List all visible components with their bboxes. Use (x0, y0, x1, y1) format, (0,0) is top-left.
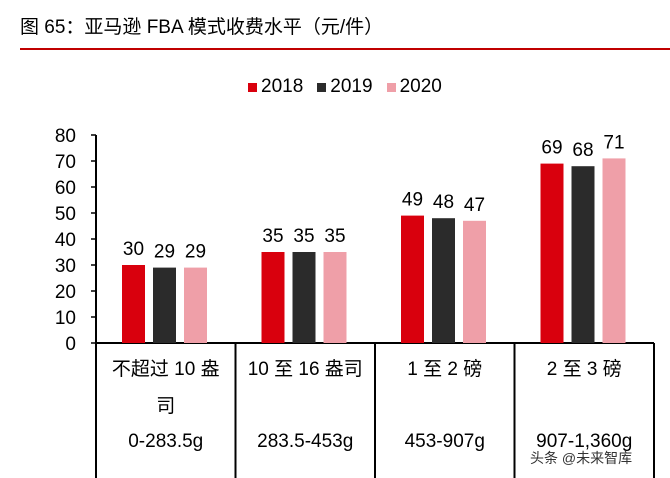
data-label: 30 (123, 239, 144, 260)
bar-2018 (261, 252, 285, 343)
data-label: 29 (185, 242, 206, 263)
bar-2020 (323, 252, 347, 343)
legend-item-2019: 2019 (317, 76, 373, 98)
bar-2020 (463, 220, 486, 343)
bar-2019 (432, 218, 455, 343)
y-tick-label: 0 (65, 334, 76, 355)
data-label: 35 (293, 226, 314, 247)
data-label: 68 (572, 140, 593, 161)
y-tick-label: 60 (55, 178, 76, 199)
legend-swatch (248, 82, 257, 92)
legend: 2018 2019 2020 (248, 76, 442, 98)
bar-2020 (184, 267, 207, 343)
y-tick-label: 30 (55, 256, 76, 277)
legend-label: 2019 (330, 76, 373, 97)
watermark: 头条 @未来智库 (530, 450, 633, 466)
bar-2019 (153, 267, 176, 343)
subcategory-label: 283.5-453g (257, 431, 353, 452)
category-label: 10 至 16 盎司 (248, 358, 363, 380)
y-tick-label: 70 (55, 152, 76, 173)
y-tick-label: 20 (55, 282, 76, 303)
y-tick-label: 50 (55, 204, 76, 225)
data-label: 71 (603, 132, 624, 153)
figure-title: 图 65：亚马逊 FBA 模式收费水平（元/件） (20, 17, 384, 38)
data-label: 35 (262, 226, 283, 247)
bar-2018 (401, 215, 424, 343)
bar-2019 (292, 252, 316, 343)
category-label: 不超过 10 盎 (112, 358, 220, 380)
data-label: 47 (464, 195, 485, 216)
subcategory-label: 0-283.5g (128, 431, 203, 452)
legend-swatch (317, 82, 327, 92)
y-tick-label: 10 (55, 308, 76, 329)
subcategory-label: 453-907g (405, 431, 485, 452)
legend-item-2018: 2018 (248, 76, 303, 98)
category-label: 1 至 2 磅 (407, 358, 482, 380)
bar-2019 (571, 166, 595, 343)
bar-2020 (602, 158, 626, 343)
data-label: 29 (154, 242, 175, 263)
category-label: 2 至 3 磅 (547, 358, 622, 380)
bar-2018 (540, 163, 564, 343)
legend-label: 2018 (261, 76, 304, 97)
legend-item-2020: 2020 (386, 76, 442, 98)
data-label: 35 (324, 226, 345, 247)
legend-label: 2020 (399, 76, 442, 97)
bar-2018 (122, 265, 145, 343)
data-label: 49 (402, 190, 423, 211)
category-label-cont: 司 (156, 396, 175, 417)
y-tick-label: 40 (55, 230, 76, 251)
legend-swatch (386, 82, 396, 92)
data-label: 69 (541, 138, 562, 159)
title-rule (20, 48, 670, 50)
data-label: 48 (433, 192, 454, 213)
subcategory-label: 907-1,360g (536, 431, 632, 452)
y-tick-label: 80 (55, 126, 76, 147)
